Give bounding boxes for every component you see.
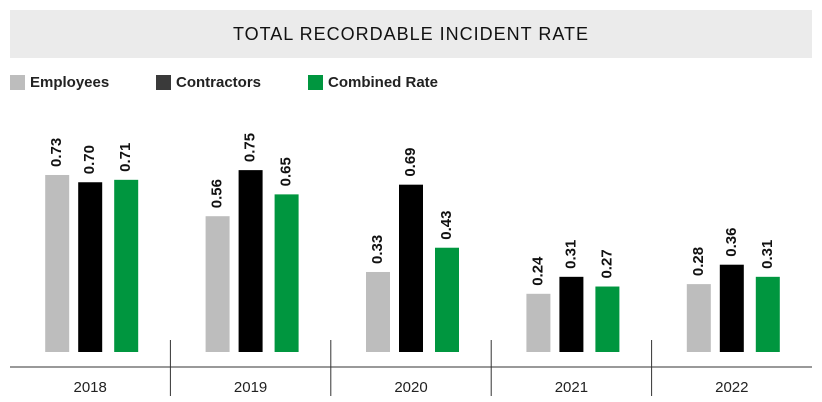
bar: [686, 284, 711, 352]
data-label: 0.75: [242, 133, 259, 162]
legend-label: Employees: [30, 74, 109, 91]
data-label: 0.36: [723, 227, 740, 256]
x-tick-label: 2018: [74, 379, 107, 396]
bar: [435, 247, 459, 352]
bar: [595, 286, 620, 352]
legend-label: Combined Rate: [328, 74, 438, 91]
x-tick-label: 2022: [715, 379, 748, 396]
bar: [366, 271, 390, 352]
data-label: 0.71: [117, 143, 134, 172]
bar: [45, 174, 70, 352]
x-tick-label: 2020: [394, 379, 427, 396]
legend-label: Contractors: [176, 74, 261, 91]
x-tick-label: 2021: [555, 379, 588, 396]
data-label: 0.73: [48, 138, 65, 167]
bar: [274, 194, 299, 352]
legend-swatch: [308, 75, 323, 90]
bar: [526, 293, 551, 352]
title-band: [10, 10, 812, 58]
bar: [755, 276, 780, 352]
legend-swatch: [156, 75, 171, 90]
data-label: 0.69: [402, 147, 419, 176]
legend-swatch: [10, 75, 25, 90]
bar: [399, 184, 423, 352]
bar: [205, 216, 230, 352]
x-tick-label: 2019: [234, 379, 267, 396]
data-label: 0.70: [81, 145, 98, 174]
data-label: 0.24: [529, 256, 546, 286]
bar: [114, 179, 139, 352]
data-label: 0.31: [759, 240, 776, 269]
data-label: 0.56: [209, 179, 226, 208]
data-label: 0.28: [690, 247, 707, 276]
data-label: 0.27: [598, 249, 615, 278]
data-label: 0.33: [369, 235, 386, 264]
data-label: 0.65: [278, 157, 295, 186]
bar: [559, 276, 584, 352]
bar: [719, 264, 744, 352]
data-label: 0.43: [438, 211, 455, 240]
bar: [78, 182, 103, 352]
chart-title: TOTAL RECORDABLE INCIDENT RATE: [233, 24, 589, 44]
bar: [238, 170, 263, 352]
data-label: 0.31: [562, 240, 579, 269]
